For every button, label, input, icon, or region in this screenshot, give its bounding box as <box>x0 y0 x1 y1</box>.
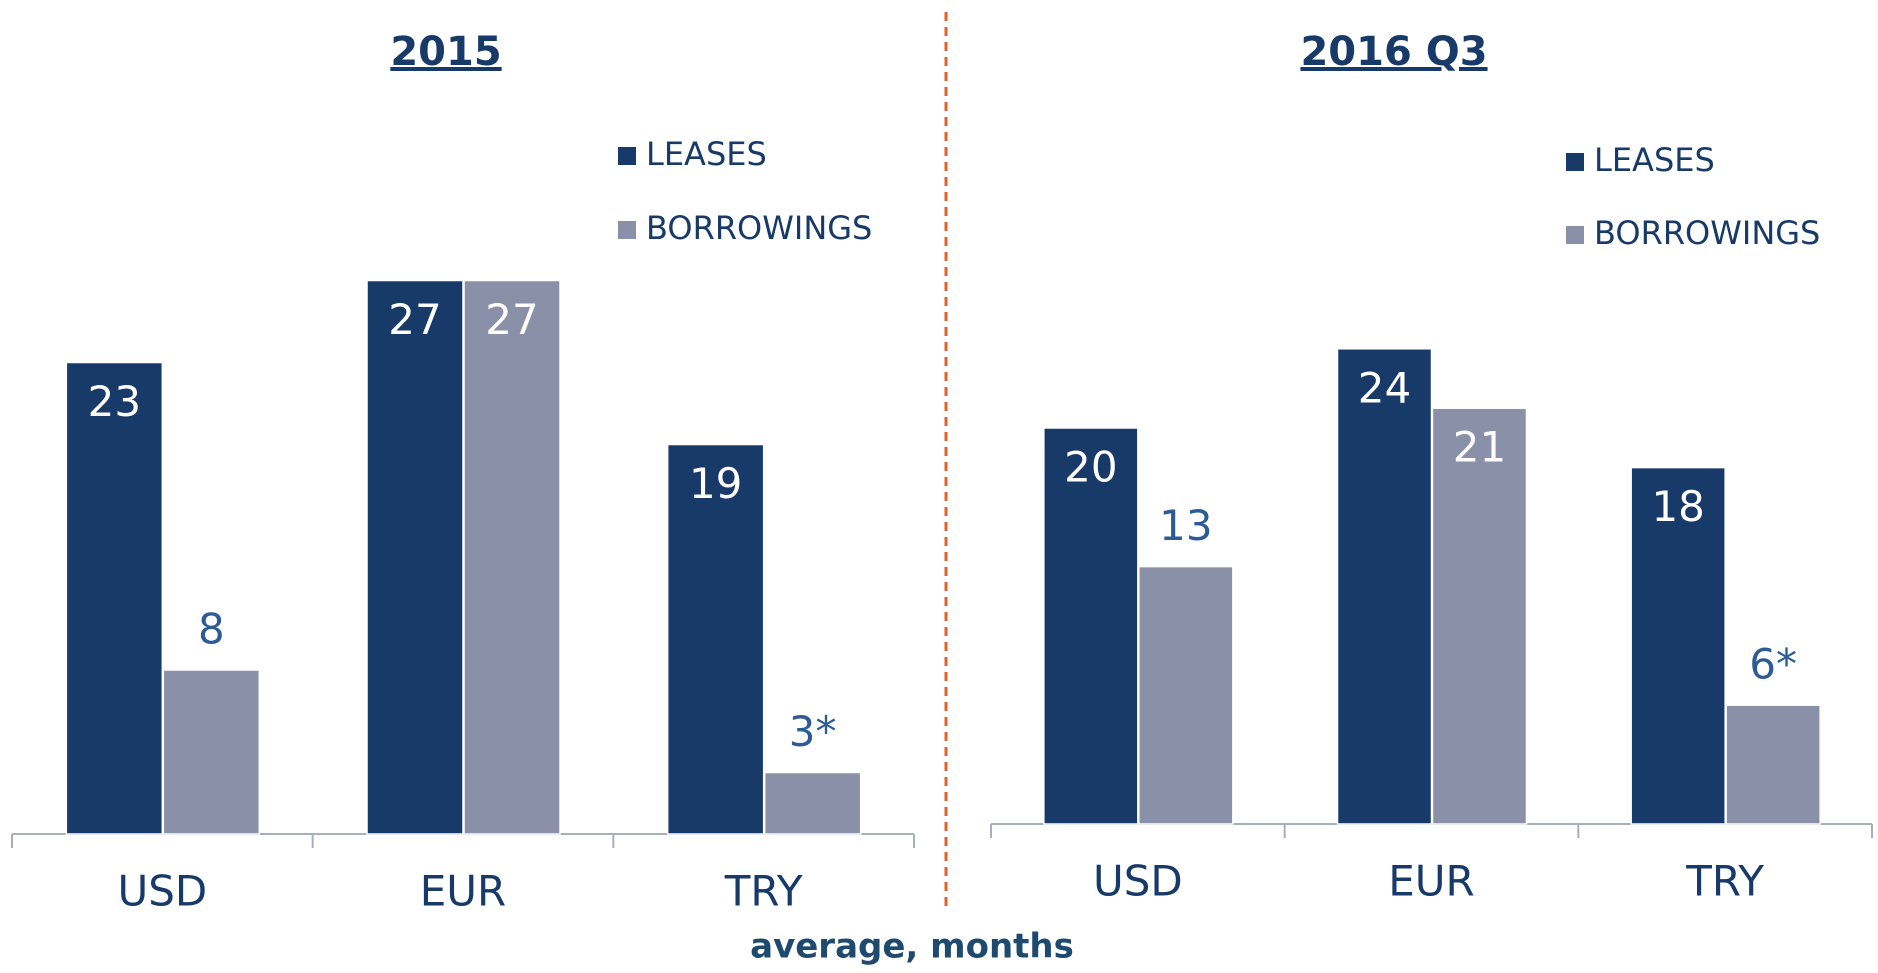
data-label: 20 <box>1064 443 1117 492</box>
bar <box>162 669 261 835</box>
data-label: 3* <box>789 707 837 756</box>
data-label: 27 <box>485 295 538 344</box>
data-label: 13 <box>1159 501 1212 550</box>
legend-label: LEASES <box>646 135 767 173</box>
data-label: 24 <box>1358 363 1411 412</box>
legend-swatch <box>1566 153 1584 171</box>
legend-swatch <box>618 221 636 239</box>
data-label: 19 <box>689 459 742 508</box>
bar <box>1725 704 1821 825</box>
x-tick-label: USD <box>117 867 207 916</box>
caption: average, months <box>750 927 1074 967</box>
data-label: 8 <box>198 605 225 654</box>
bar <box>1630 466 1726 825</box>
bar <box>666 443 765 835</box>
legend-label: BORROWINGS <box>646 209 872 247</box>
bar <box>366 279 464 835</box>
data-label: 21 <box>1453 423 1506 472</box>
bar <box>1043 427 1139 825</box>
x-tick-label: TRY <box>724 867 803 916</box>
legend-label: LEASES <box>1594 141 1715 179</box>
data-label: 18 <box>1651 482 1704 531</box>
bar <box>1336 348 1433 825</box>
data-label: 6* <box>1749 640 1797 689</box>
x-tick-label: TRY <box>1685 857 1764 906</box>
chart-title: 2016 Q3 <box>1300 29 1487 75</box>
x-tick-label: EUR <box>1388 857 1474 906</box>
data-label: 23 <box>88 377 141 426</box>
data-label: 27 <box>388 295 441 344</box>
legend-label: BORROWINGS <box>1594 214 1820 252</box>
legend-swatch <box>618 147 636 165</box>
legend-swatch <box>1566 226 1584 244</box>
bar <box>1431 407 1528 825</box>
bar <box>65 361 164 835</box>
bar <box>1138 565 1234 825</box>
x-tick-label: USD <box>1093 857 1183 906</box>
bar <box>463 279 561 835</box>
bar <box>763 771 862 835</box>
x-tick-label: EUR <box>420 867 506 916</box>
chart-title: 2015 <box>390 29 501 75</box>
